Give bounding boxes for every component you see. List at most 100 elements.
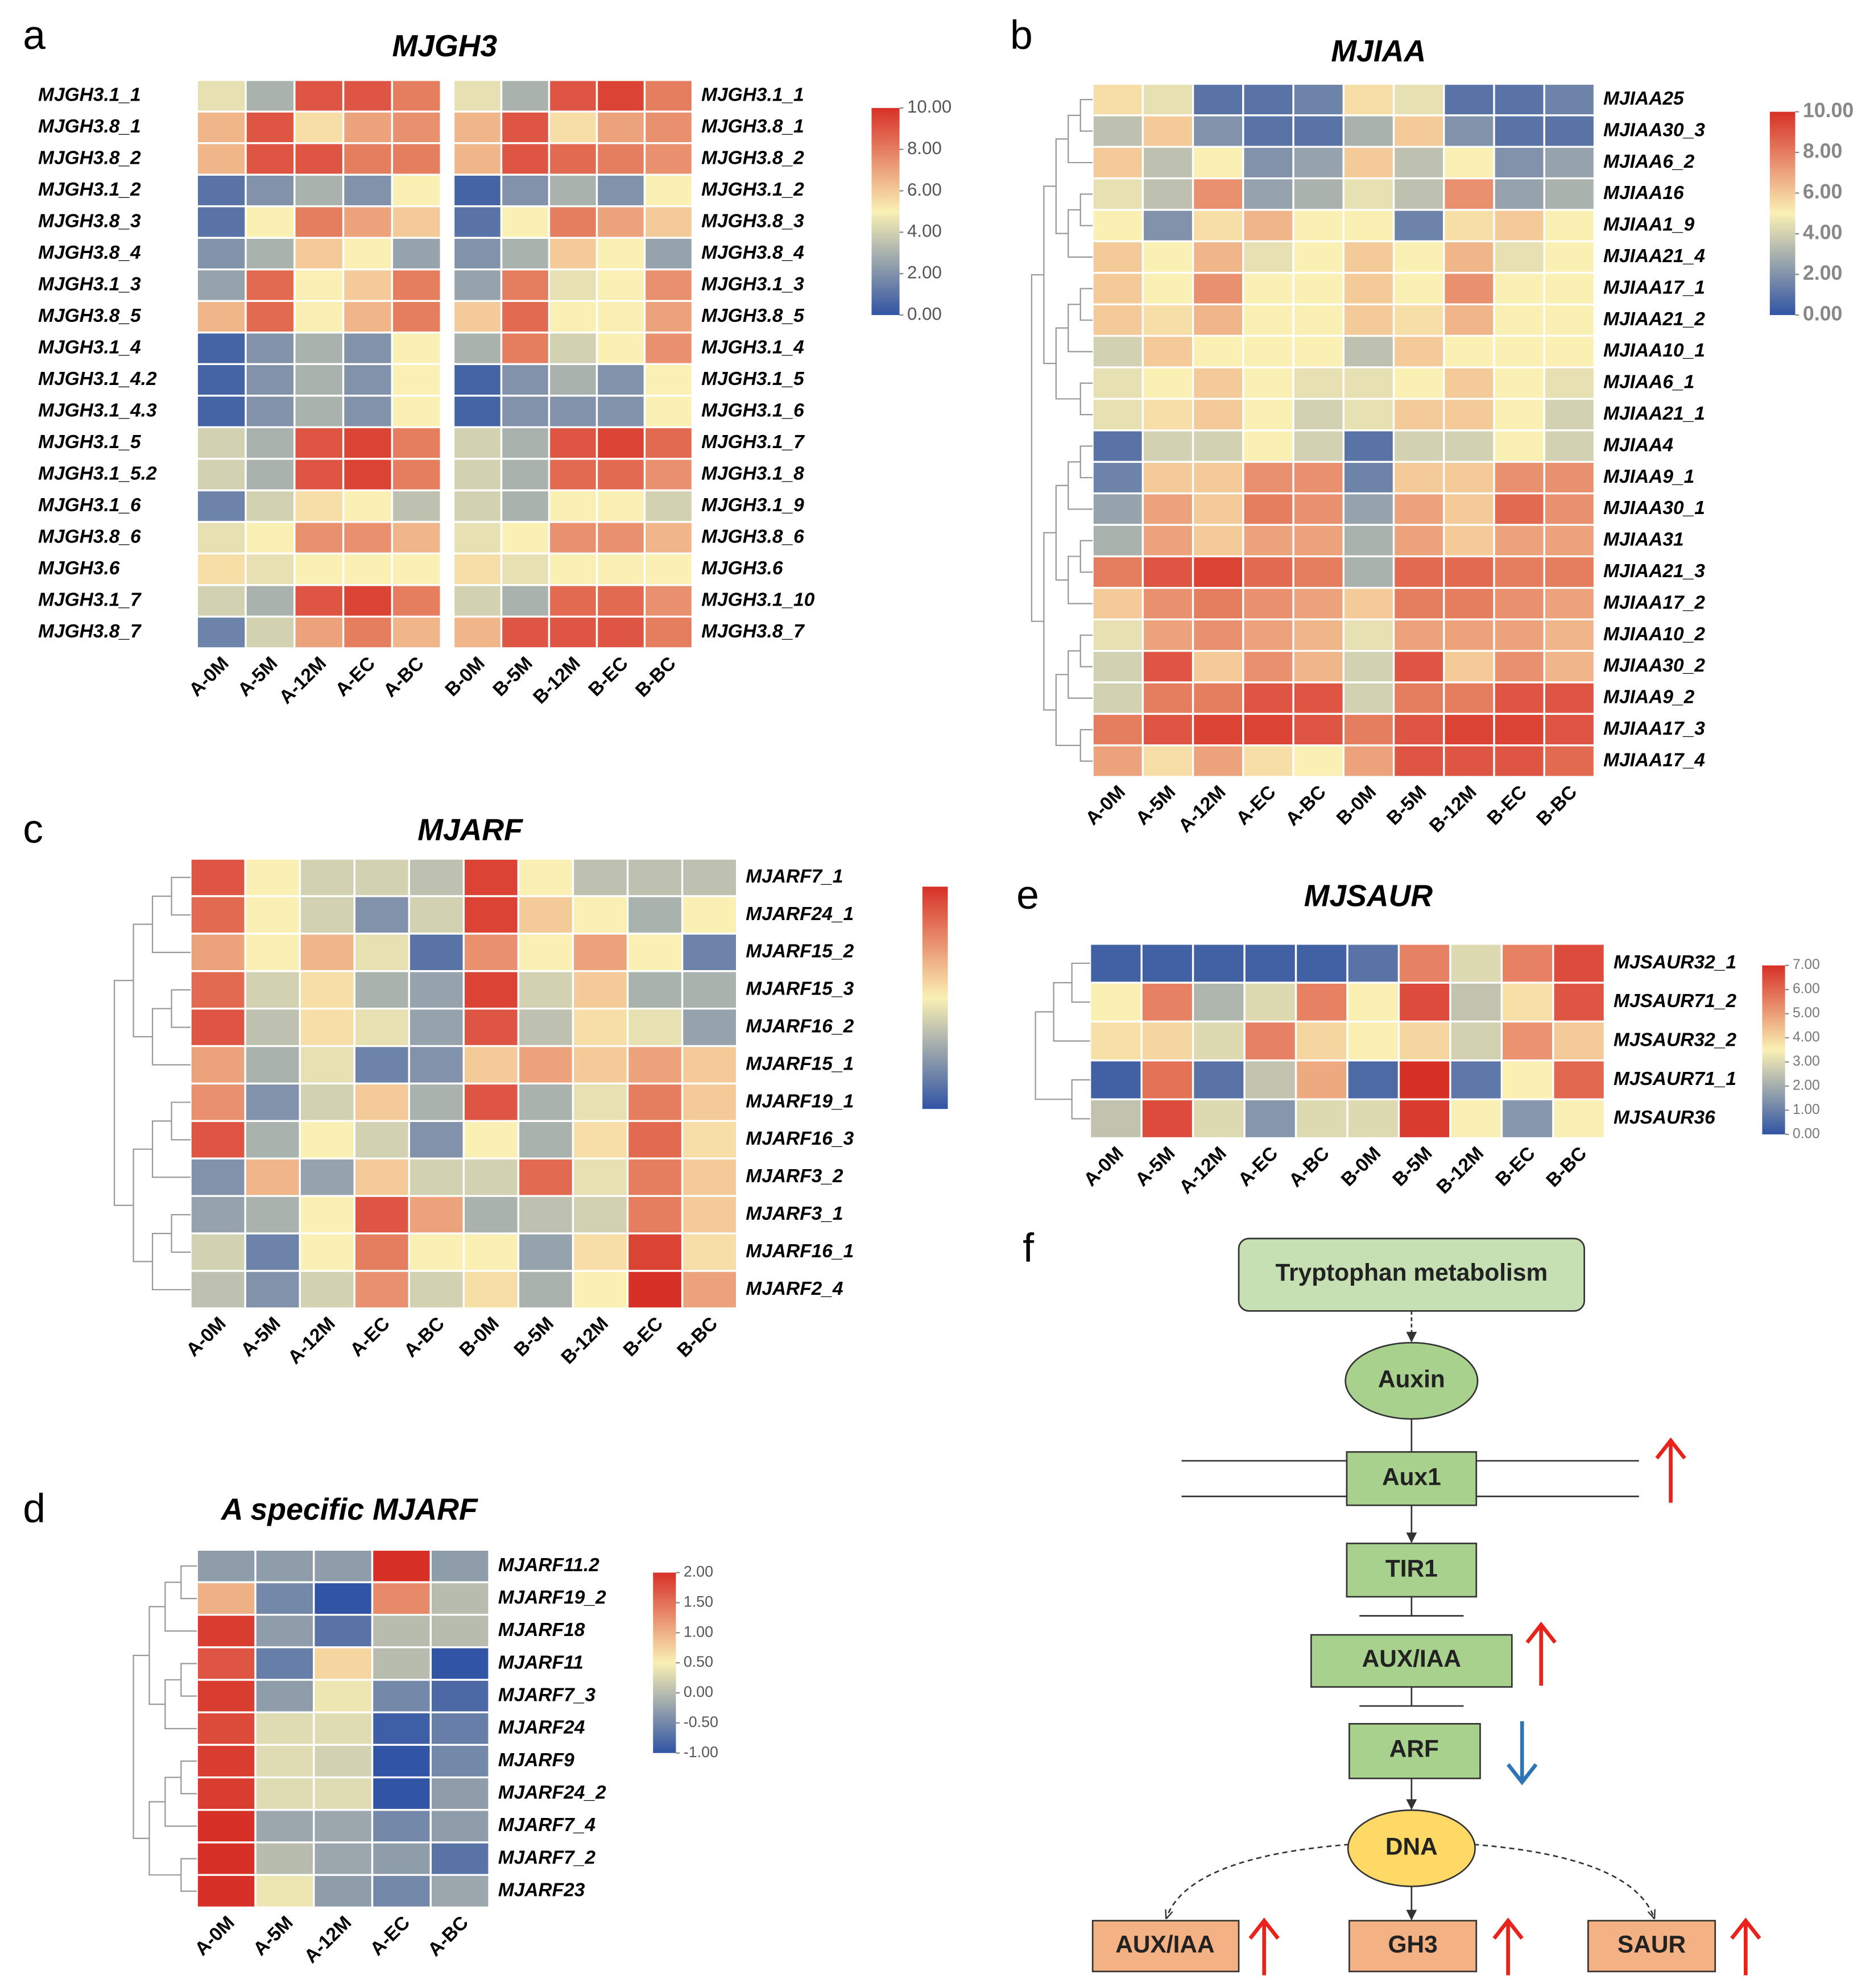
heatmap-cell (408, 1045, 465, 1085)
heatmap-cell (572, 1082, 629, 1123)
row-label: MJIAA21_1 (1603, 403, 1705, 424)
heatmap-cell (681, 1120, 738, 1159)
heatmap-cell (408, 895, 465, 935)
heatmap-cell (196, 142, 247, 176)
heatmap-cell (1292, 744, 1345, 778)
heatmap-cell (196, 300, 247, 334)
heatmap-cell (342, 332, 394, 366)
row-label: MJGH3.8_7 (38, 621, 142, 642)
column-label: B-BC (631, 653, 680, 701)
heatmap-cell (1242, 177, 1294, 211)
row-label: MJGH3.8_3 (701, 210, 804, 231)
colorbar-label: -0.50 (684, 1713, 718, 1730)
heatmap-cell (299, 1120, 355, 1159)
heatmap-cell (1392, 272, 1445, 305)
heatmap-cell (681, 1270, 738, 1310)
heatmap-cell (342, 458, 394, 492)
row-label: MJGH3.1_5 (38, 432, 142, 453)
up-arrow (1248, 1917, 1280, 1975)
heatmap-cell (1397, 981, 1451, 1023)
heatmap-cell (245, 489, 296, 523)
heatmap-cell (462, 1195, 520, 1235)
heatmap-cell (595, 615, 646, 649)
node-label: AUX/IAA (1362, 1645, 1461, 1672)
heatmap-cell (391, 268, 442, 302)
heatmap-cell (1292, 397, 1345, 432)
heatmap-cell (391, 458, 442, 492)
heatmap-cell (342, 363, 394, 397)
heatmap-cell (643, 237, 694, 271)
heatmap-cell (548, 615, 598, 649)
heatmap-cell (626, 1270, 684, 1310)
row-label: MJGH3.1_6 (701, 400, 804, 421)
heatmap-cell (1192, 146, 1244, 180)
node-box (1348, 1723, 1481, 1779)
colorbar-label: -1.00 (684, 1743, 718, 1761)
heatmap-cell (293, 552, 345, 586)
heatmap-cell (391, 300, 442, 334)
heatmap-cell (1140, 943, 1194, 984)
row-label: MJGH3.1_3 (38, 274, 141, 295)
heatmap-cell (429, 1614, 490, 1649)
heatmap-cell (643, 395, 694, 429)
heatmap-cell (1543, 397, 1596, 432)
heatmap-cell (1493, 114, 1545, 148)
heatmap-cell (429, 1809, 490, 1844)
heatmap-cell (462, 1270, 520, 1310)
heatmap-cell (1141, 461, 1194, 495)
heatmap-cell (572, 858, 629, 897)
row-label: MJGH3.8_3 (38, 210, 141, 231)
colorbar (653, 1572, 676, 1753)
heatmap-cell (1500, 943, 1554, 984)
heatmap-cell (500, 142, 551, 176)
heatmap-cell (1292, 587, 1345, 620)
heatmap-cell (189, 933, 246, 972)
node-label: Auxin (1378, 1365, 1445, 1392)
heatmap-cell (1192, 587, 1244, 620)
column-label: A-EC (366, 1912, 414, 1960)
heatmap-cell (1493, 334, 1545, 368)
heatmap-cell (1294, 1098, 1348, 1140)
heatmap-cell (626, 895, 684, 935)
heatmap-cell (1449, 1020, 1503, 1062)
row-label: MJIAA10_2 (1603, 624, 1705, 645)
colorbar-label: 8.00 (1803, 140, 1843, 163)
heatmap-cell (595, 489, 646, 523)
heatmap-cell (1392, 114, 1445, 148)
heatmap-cell (517, 1157, 574, 1197)
heatmap-cell (626, 1120, 684, 1159)
heatmap-cell (1091, 524, 1144, 558)
heatmap-cell (1141, 146, 1194, 180)
heatmap-cell (408, 1120, 465, 1159)
heatmap-cell (1443, 461, 1495, 495)
heatmap-cell (196, 1548, 257, 1584)
heatmap-cell (189, 1270, 246, 1310)
chart-title: A specific MJARF (220, 1492, 478, 1526)
heatmap-cell (391, 142, 442, 176)
column-label: A-BC (379, 653, 428, 701)
heatmap-cell (353, 858, 411, 897)
heatmap-cell (452, 142, 503, 176)
row-label: MJIAA1_9 (1603, 214, 1694, 235)
heatmap-cell (1493, 429, 1545, 463)
heatmap-cell (408, 858, 465, 897)
row-label: MJARF23 (498, 1880, 585, 1901)
heatmap-cell (1449, 943, 1503, 984)
heatmap-cell (1091, 240, 1144, 274)
heatmap-cell (342, 489, 394, 523)
heatmap-cell (643, 110, 694, 144)
colorbar-label: 0.00 (1793, 1126, 1820, 1141)
row-label: MJGH3.8_2 (701, 147, 804, 168)
heatmap-cell (548, 552, 598, 586)
row-label: MJARF15_3 (746, 979, 854, 1000)
dendrogram-branch (1079, 634, 1093, 668)
heatmap-cell (342, 521, 394, 555)
heatmap-cell (1294, 943, 1348, 984)
heatmap-cell (1242, 649, 1294, 684)
row-label: MJGH3.6 (38, 558, 120, 579)
arrow (1166, 1844, 1350, 1919)
column-label: B-5M (1383, 781, 1430, 829)
heatmap-cell (462, 1045, 520, 1085)
dendrogram-branch (1079, 382, 1093, 416)
heatmap-cell (626, 1157, 684, 1197)
